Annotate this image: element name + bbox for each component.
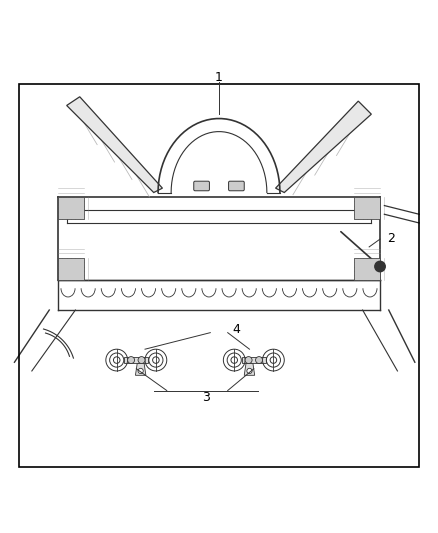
Text: 2: 2: [387, 232, 395, 245]
Polygon shape: [67, 97, 162, 192]
Bar: [58, 258, 84, 279]
Circle shape: [247, 368, 252, 374]
Bar: [58, 197, 84, 219]
Circle shape: [127, 357, 134, 364]
Text: 3: 3: [202, 391, 210, 403]
Bar: [354, 197, 380, 219]
FancyBboxPatch shape: [194, 181, 209, 191]
Polygon shape: [244, 364, 254, 375]
Circle shape: [245, 357, 252, 364]
Circle shape: [138, 357, 145, 364]
Circle shape: [138, 368, 143, 374]
Polygon shape: [135, 364, 146, 375]
Circle shape: [375, 261, 385, 272]
Polygon shape: [276, 101, 371, 192]
Bar: [19, 84, 419, 467]
Bar: [354, 258, 380, 279]
Polygon shape: [242, 358, 266, 362]
Text: 4: 4: [233, 323, 240, 336]
Circle shape: [255, 357, 262, 364]
Polygon shape: [124, 358, 148, 362]
FancyBboxPatch shape: [229, 181, 244, 191]
Text: 1: 1: [215, 71, 223, 84]
